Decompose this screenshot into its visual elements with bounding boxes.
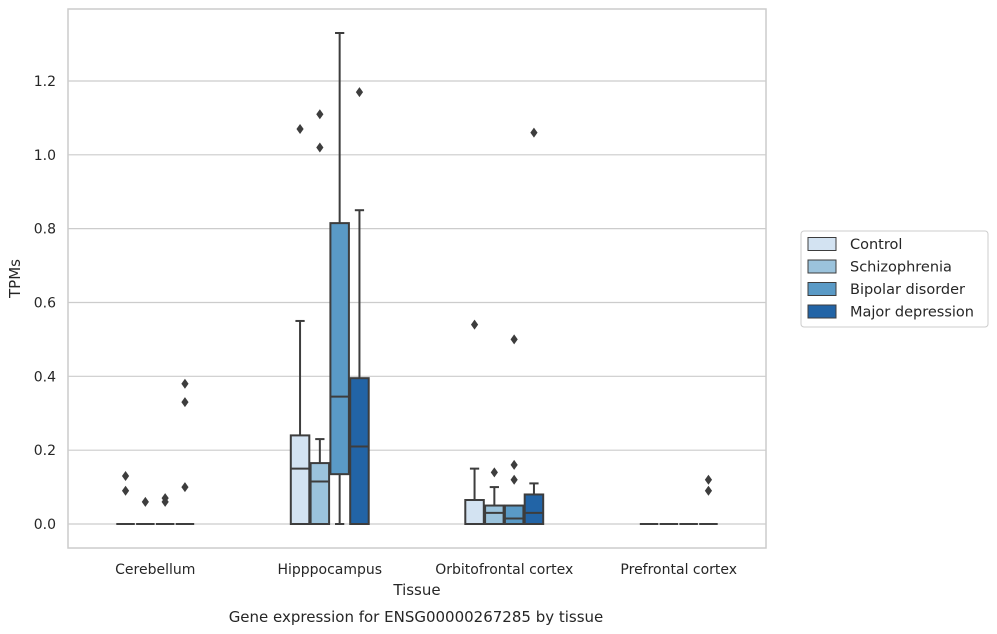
box-body [309, 462, 331, 526]
y-tick-labels: 0.0 0.2 0.4 0.6 0.8 1.0 1.2 [34, 74, 56, 533]
outlier-point [316, 142, 324, 153]
box-schizophrenia [136, 496, 155, 526]
box-control [116, 471, 135, 526]
grid-lines [68, 80, 766, 525]
y-tick-label: 0.2 [34, 443, 56, 459]
y-tick-label: 0.0 [34, 517, 56, 533]
x-tick-label: Cerebellum [115, 562, 195, 578]
outlier-point [121, 471, 130, 482]
y-tick-label: 0.4 [34, 369, 56, 385]
legend-frame [800, 230, 989, 328]
outlier-point [181, 482, 189, 493]
box-body [349, 377, 370, 526]
box-bipolar-disorder [329, 31, 350, 526]
outlier-point [510, 334, 518, 345]
box-control [289, 123, 311, 526]
outlier-point [141, 496, 149, 507]
legend-label: Control [850, 237, 902, 253]
outlier-point [510, 474, 518, 485]
box-major-depression [175, 378, 195, 526]
box-body [523, 493, 545, 526]
outlier-point [704, 474, 713, 485]
outlier-point [470, 319, 479, 330]
box-control [464, 319, 485, 526]
box-major-depression [523, 127, 545, 526]
y-tick-label: 1.0 [34, 148, 56, 164]
plot-frame [67, 8, 767, 549]
outlier-point [316, 109, 324, 120]
outlier-point [161, 496, 169, 507]
box-body [503, 504, 525, 526]
x-tick-label: Prefrontal cortex [620, 562, 737, 578]
x-tick-label: Hipppocampus [277, 562, 382, 578]
outlier-point [704, 485, 713, 496]
x-tick-label: Orbitofrontal cortex [435, 562, 573, 578]
box-body [329, 222, 350, 476]
outlier-point [181, 378, 189, 389]
box-body [289, 434, 311, 526]
x-axis-label: Tissue [392, 581, 440, 599]
legend-swatch [807, 237, 837, 251]
outlier-point [510, 459, 518, 470]
box-groups [116, 31, 718, 526]
legend: Control Schizophrenia Bipolar disorder Majo… [800, 230, 989, 328]
legend-swatch [807, 304, 837, 319]
box-major-depression [699, 474, 718, 526]
box-bipolar-disorder [503, 334, 525, 526]
outlier-point [530, 127, 538, 138]
y-tick-label: 0.6 [34, 295, 56, 311]
box-bipolar-disorder [155, 493, 175, 526]
outlier-point [296, 123, 304, 134]
outlier-point [181, 397, 189, 408]
legend-swatch [807, 259, 837, 274]
chart-caption: Gene expression for ENSG00000267285 by t… [229, 608, 604, 626]
box-body [484, 504, 505, 526]
y-axis-label: TPMs [6, 259, 24, 299]
legend-swatch [807, 282, 837, 296]
y-tick-label: 1.2 [34, 74, 56, 90]
outlier-point [490, 467, 498, 478]
legend-label: Bipolar disorder [850, 282, 965, 298]
x-tick-labels: Cerebellum Hipppocampus Orbitofrontal cort… [115, 562, 737, 578]
outlier-point [121, 485, 130, 496]
legend-label: Schizophrenia [850, 260, 952, 276]
box-schizophrenia [484, 467, 505, 526]
y-tick-label: 0.8 [34, 222, 56, 238]
box-schizophrenia [309, 109, 331, 526]
box-major-depression [349, 87, 370, 526]
outlier-point [355, 87, 364, 98]
legend-label: Major depression [850, 305, 974, 321]
box-body [464, 499, 485, 526]
